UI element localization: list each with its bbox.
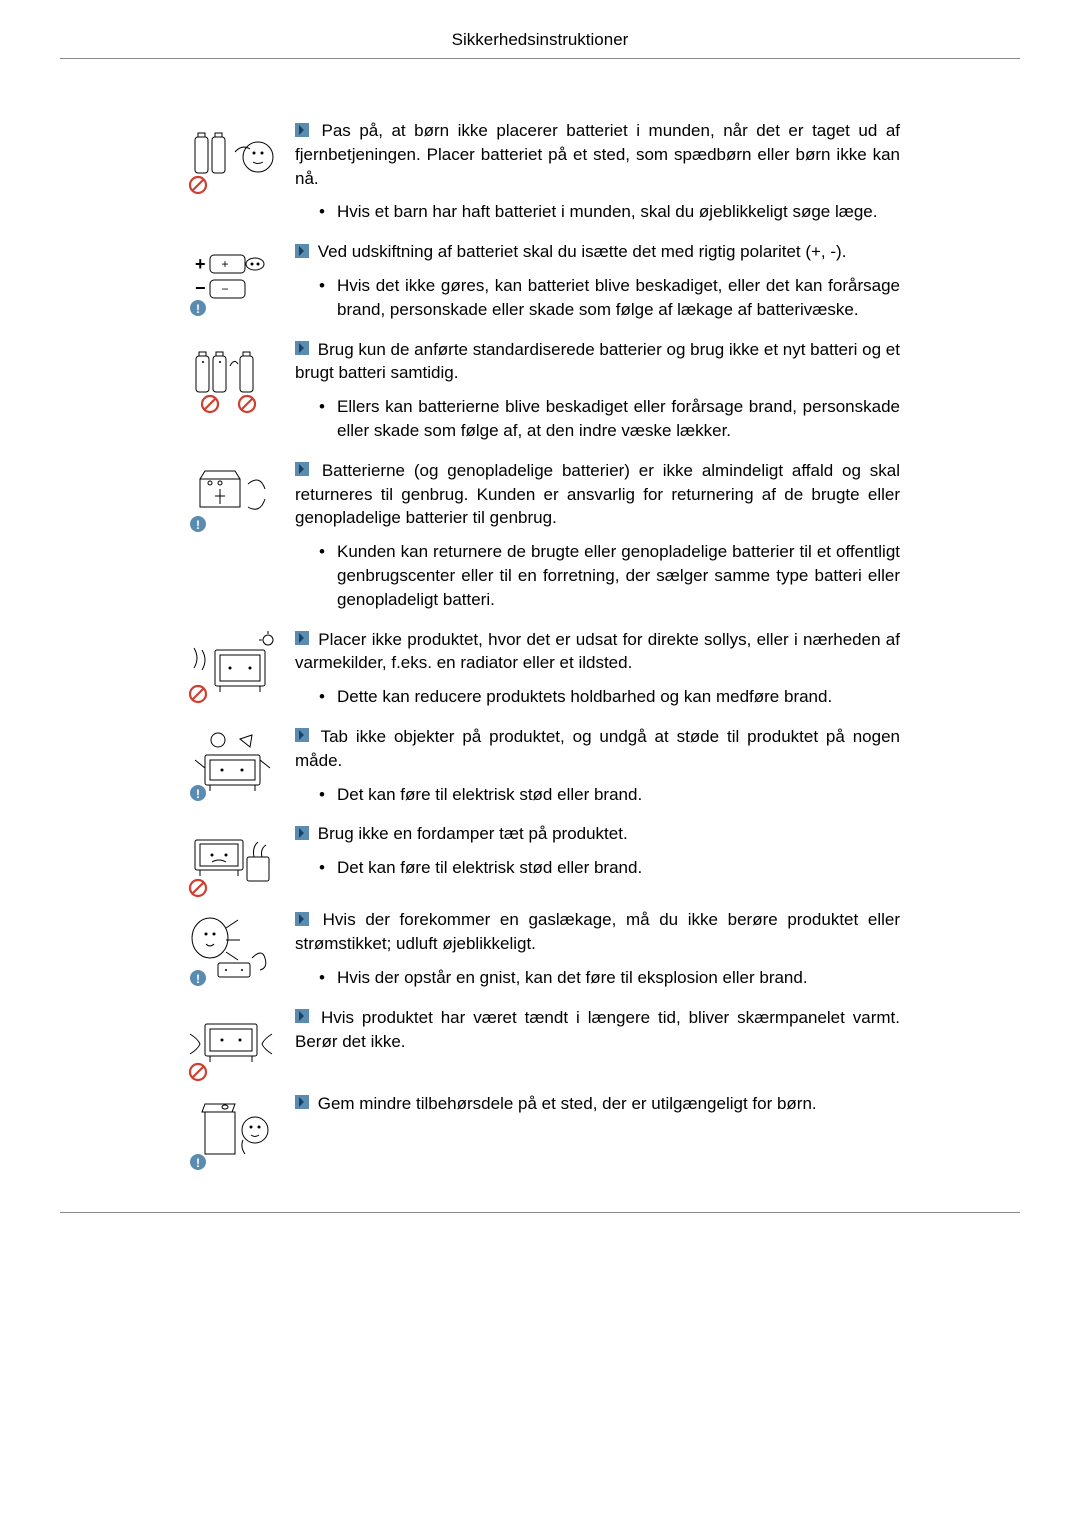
section-heading: Hvis produktet har været tændt i længere…: [295, 1006, 900, 1054]
battery-mix-icon: [180, 338, 280, 418]
bullet-marker-icon: [295, 1009, 309, 1023]
bullet-marker-icon: [295, 631, 309, 645]
section-heading-text: Brug ikke en fordamper tæt på produktet.: [318, 824, 628, 843]
bullet-marker-icon: [295, 123, 309, 137]
section-bullet: •Det kan føre til elektrisk stød eller b…: [319, 856, 900, 880]
bullet-marker-icon: [295, 826, 309, 840]
bullet-text: Hvis det ikke gøres, kan batteriet blive…: [337, 274, 900, 322]
bullet-text: Ellers kan batterierne blive beskadiget …: [337, 395, 900, 443]
section-heading: Tab ikke objekter på produktet, og undgå…: [295, 725, 900, 773]
bullet-dot: •: [319, 200, 337, 224]
section-heading-text: Brug kun de anførte standardiserede batt…: [295, 340, 900, 383]
bullet-dot: •: [319, 274, 337, 322]
section-icon-col: [180, 628, 295, 708]
safety-section: Placer ikke produktet, hvor det er udsat…: [180, 628, 900, 719]
bullet-text: Det kan føre til elektrisk stød eller br…: [337, 783, 900, 807]
section-heading: Hvis der forekommer en gaslækage, må du …: [295, 908, 900, 956]
section-heading-text: Batterierne (og genopladelige batterier)…: [295, 461, 900, 528]
bullet-dot: •: [319, 783, 337, 807]
section-text: Gem mindre tilbehørsdele på et sted, der…: [295, 1092, 900, 1126]
section-icon-col: [180, 822, 295, 902]
safety-section: Ved udskiftning af batteriet skal du isæ…: [180, 240, 900, 331]
section-icon-col: [180, 725, 295, 805]
section-text: Pas på, at børn ikke placerer batteriet …: [295, 119, 900, 234]
section-icon-col: [180, 240, 295, 320]
battery-child-icon: [180, 119, 280, 199]
safety-section: Pas på, at børn ikke placerer batteriet …: [180, 119, 900, 234]
footer-rule: [60, 1212, 1020, 1213]
section-heading-text: Hvis produktet har været tændt i længere…: [295, 1008, 900, 1051]
safety-section: Brug kun de anførte standardiserede batt…: [180, 338, 900, 453]
section-heading: Brug kun de anførte standardiserede batt…: [295, 338, 900, 386]
section-heading-text: Gem mindre tilbehørsdele på et sted, der…: [318, 1094, 817, 1113]
bullet-text: Hvis et barn har haft batteriet i munden…: [337, 200, 900, 224]
section-bullet: •Det kan føre til elektrisk stød eller b…: [319, 783, 900, 807]
section-heading: Pas på, at børn ikke placerer batteriet …: [295, 119, 900, 190]
bullet-text: Dette kan reducere produktets holdbarhed…: [337, 685, 900, 709]
section-icon-col: [180, 459, 295, 539]
section-heading: Batterierne (og genopladelige batterier)…: [295, 459, 900, 530]
section-icon-col: [180, 338, 295, 418]
bullet-marker-icon: [295, 462, 309, 476]
bullet-text: Det kan føre til elektrisk stød eller br…: [337, 856, 900, 880]
hot-panel-icon: [180, 1006, 280, 1086]
safety-section: Hvis produktet har været tændt i længere…: [180, 1006, 900, 1086]
section-text: Batterierne (og genopladelige batterier)…: [295, 459, 900, 622]
section-bullet: •Hvis et barn har haft batteriet i munde…: [319, 200, 900, 224]
section-bullet: •Kunden kan returnere de brugte eller ge…: [319, 540, 900, 611]
section-heading-text: Pas på, at børn ikke placerer batteriet …: [295, 121, 900, 188]
bullet-marker-icon: [295, 341, 309, 355]
bullet-text: Hvis der opstår en gnist, kan det føre t…: [337, 966, 900, 990]
section-heading-text: Hvis der forekommer en gaslækage, må du …: [295, 910, 900, 953]
bullet-dot: •: [319, 685, 337, 709]
gas-leak-icon: [180, 908, 280, 988]
safety-section: Batterierne (og genopladelige batterier)…: [180, 459, 900, 622]
section-text: Brug kun de anførte standardiserede batt…: [295, 338, 900, 453]
section-icon-col: [180, 119, 295, 199]
safety-section: Gem mindre tilbehørsdele på et sted, der…: [180, 1092, 900, 1172]
section-bullet: •Hvis der opstår en gnist, kan det føre …: [319, 966, 900, 990]
section-text: Hvis produktet har været tændt i længere…: [295, 1006, 900, 1064]
bullet-marker-icon: [295, 244, 309, 258]
section-heading-text: Placer ikke produktet, hvor det er udsat…: [295, 630, 900, 673]
safety-section: Tab ikke objekter på produktet, og undgå…: [180, 725, 900, 816]
safety-section: Hvis der forekommer en gaslækage, må du …: [180, 908, 900, 999]
section-text: Brug ikke en fordamper tæt på produktet.…: [295, 822, 900, 890]
section-bullet: •Dette kan reducere produktets holdbarhe…: [319, 685, 900, 709]
safety-section: Brug ikke en fordamper tæt på produktet.…: [180, 822, 900, 902]
humidifier-icon: [180, 822, 280, 902]
section-text: Placer ikke produktet, hvor det er udsat…: [295, 628, 900, 719]
section-text: Ved udskiftning af batteriet skal du isæ…: [295, 240, 900, 331]
bullet-marker-icon: [295, 912, 309, 926]
section-icon-col: [180, 1006, 295, 1086]
section-heading-text: Ved udskiftning af batteriet skal du isæ…: [318, 242, 847, 261]
bullet-text: Kunden kan returnere de brugte eller gen…: [337, 540, 900, 611]
page-header: Sikkerhedsinstruktioner: [60, 30, 1020, 59]
bullet-marker-icon: [295, 1095, 309, 1109]
section-bullet: •Ellers kan batterierne blive beskadiget…: [319, 395, 900, 443]
sun-heat-icon: [180, 628, 280, 708]
section-text: Hvis der forekommer en gaslækage, må du …: [295, 908, 900, 999]
section-heading: Placer ikke produktet, hvor det er udsat…: [295, 628, 900, 676]
battery-recycle-icon: [180, 459, 280, 539]
bullet-dot: •: [319, 966, 337, 990]
small-parts-icon: [180, 1092, 280, 1172]
bullet-marker-icon: [295, 728, 309, 742]
drop-impact-icon: [180, 725, 280, 805]
section-heading: Gem mindre tilbehørsdele på et sted, der…: [295, 1092, 900, 1116]
battery-polarity-icon: [180, 240, 280, 320]
bullet-dot: •: [319, 540, 337, 611]
section-heading: Ved udskiftning af batteriet skal du isæ…: [295, 240, 900, 264]
section-text: Tab ikke objekter på produktet, og undgå…: [295, 725, 900, 816]
section-icon-col: [180, 908, 295, 988]
section-bullet: •Hvis det ikke gøres, kan batteriet bliv…: [319, 274, 900, 322]
section-heading-text: Tab ikke objekter på produktet, og undgå…: [295, 727, 900, 770]
bullet-dot: •: [319, 856, 337, 880]
section-heading: Brug ikke en fordamper tæt på produktet.: [295, 822, 900, 846]
bullet-dot: •: [319, 395, 337, 443]
section-icon-col: [180, 1092, 295, 1172]
